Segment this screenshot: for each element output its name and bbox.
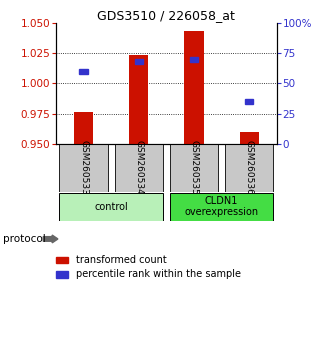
Bar [240,132,259,144]
Bar [190,57,198,62]
Text: CLDN1
overexpression: CLDN1 overexpression [185,196,259,217]
Bar [184,32,204,144]
Bar [225,144,274,192]
Bar [135,59,143,64]
Text: GSM260534: GSM260534 [134,141,143,195]
Bar [170,193,274,221]
Text: protocol: protocol [3,234,46,244]
Bar [74,112,93,144]
Text: GSM260535: GSM260535 [189,141,198,195]
Bar [129,55,148,144]
Text: GSM260536: GSM260536 [245,141,254,195]
Text: control: control [94,201,128,212]
Bar [245,99,253,104]
Bar [79,69,88,74]
Bar [59,144,108,192]
Bar [170,144,218,192]
Text: GSM260533: GSM260533 [79,141,88,195]
Bar [59,193,163,221]
Text: transformed count: transformed count [76,255,167,265]
Title: GDS3510 / 226058_at: GDS3510 / 226058_at [98,9,235,22]
Bar [115,144,163,192]
Text: percentile rank within the sample: percentile rank within the sample [76,269,241,279]
